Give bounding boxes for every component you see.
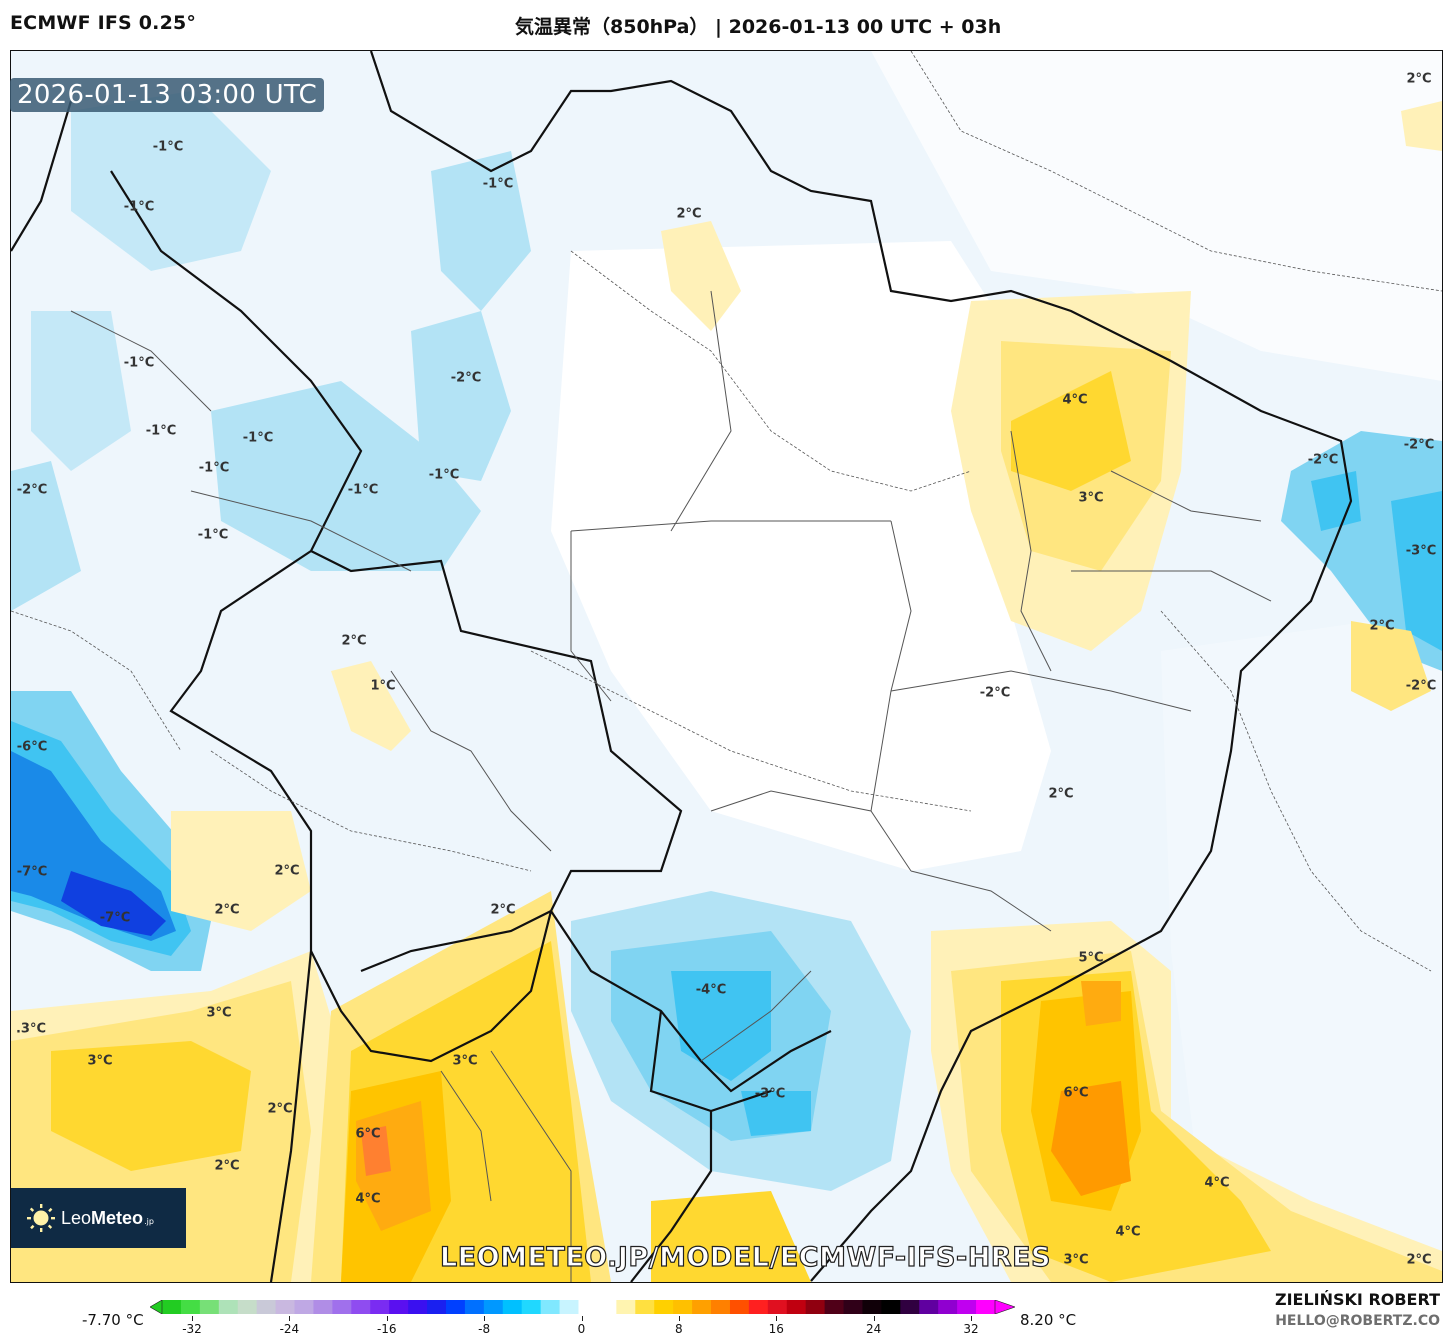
contour-label: 2°C: [267, 1101, 293, 1117]
colorbar-max-value: 8.20 °C: [1020, 1311, 1077, 1329]
colorbar-tick: [971, 1316, 972, 1321]
contour-label: -1°C: [145, 423, 177, 439]
contour-label: 1°C: [370, 678, 396, 694]
contour-label: 3°C: [206, 1005, 232, 1021]
contour-label: 2°C: [214, 1158, 240, 1174]
chart-title: 気温異常（850hPa） | 2026-01-13 00 UTC + 03h: [515, 16, 1002, 38]
anomaly-map[interactable]: 2°C -1°C -1°C -1°C 2°C -1°C -2°C 4°C -1°C -1°C -1°…: [10, 50, 1443, 1283]
contour-label: -1°C: [242, 430, 274, 446]
contour-label: 2°C: [1048, 786, 1074, 802]
contour-label: -3°C: [754, 1086, 786, 1102]
contour-label: -1°C: [123, 355, 155, 371]
colorbar-tick-label: 32: [963, 1322, 979, 1336]
contour-label: 4°C: [355, 1191, 381, 1207]
leometeo-logo[interactable]: LeoMeteo .jp: [11, 1188, 186, 1248]
contour-label: -1°C: [428, 467, 460, 483]
logo-text: LeoMeteo: [61, 1208, 143, 1229]
contour-label: 3°C: [87, 1053, 113, 1069]
colorbar-tick: [289, 1316, 291, 1321]
colorbar-tick-label: 16: [768, 1322, 784, 1336]
model-title: ECMWF IFS 0.25°: [10, 12, 197, 34]
colorbar-tick-label: -24: [279, 1322, 300, 1336]
contour-label: -6°C: [16, 739, 48, 755]
contour-label: 3°C: [452, 1053, 478, 1069]
contour-label: 6°C: [1063, 1085, 1089, 1101]
contour-label: -2°C: [1403, 437, 1435, 453]
contour-label: 5°C: [1078, 950, 1104, 966]
contour-label: 2°C: [1406, 1252, 1432, 1268]
contour-label: 2°C: [341, 633, 367, 649]
contour-label: 3°C: [1078, 490, 1104, 506]
model-url-watermark[interactable]: LEOMETEO.JP/MODEL/ECMWF-IFS-HRES: [439, 1241, 1051, 1273]
colorbar-min-value: -7.70 °C: [82, 1311, 144, 1329]
contour-label: -2°C: [16, 482, 48, 498]
contour-label: 2°C: [274, 863, 300, 879]
colorbar-tick-label: -8: [478, 1322, 491, 1336]
contour-label: -1°C: [482, 176, 514, 192]
contour-label: -3°C: [1405, 543, 1437, 559]
colorbar-tick-label: 8: [675, 1322, 683, 1336]
contour-label: -2°C: [1307, 452, 1339, 468]
logo-tld: .jp: [144, 1216, 154, 1226]
contour-label: -1°C: [123, 199, 155, 215]
colorbar-tick: [192, 1316, 193, 1321]
colorbar-tick: [386, 1316, 388, 1321]
colorbar-tick: [484, 1316, 486, 1321]
contour-label: -1°C: [347, 482, 379, 498]
contour-label: 4°C: [1115, 1224, 1141, 1240]
colorbar-tick: [873, 1316, 875, 1321]
author-name: ZIELIŃSKI ROBERT: [1274, 1290, 1440, 1309]
contour-label: .3°C: [15, 1021, 47, 1037]
colorbar-tick: [678, 1316, 680, 1321]
contour-label: -2°C: [450, 370, 482, 386]
contour-label: -1°C: [198, 460, 230, 476]
contour-label: 4°C: [1204, 1175, 1230, 1191]
logo-text-light: Leo: [61, 1207, 92, 1228]
colorbar-tick-label: 24: [865, 1322, 882, 1336]
contour-label: 4°C: [1062, 392, 1088, 408]
colorbar: [150, 1300, 1015, 1314]
contour-label: 3°C: [1063, 1252, 1089, 1268]
contour-label: 2°C: [214, 902, 240, 918]
colorbar-tick: [581, 1316, 583, 1321]
contour-label: 2°C: [490, 902, 516, 918]
contour-label: -1°C: [197, 527, 229, 543]
map-canvas: [11, 51, 1442, 1282]
contour-label: -7°C: [99, 910, 131, 926]
contour-label: -2°C: [1405, 678, 1437, 694]
colorbar-tick-label: -32: [182, 1322, 202, 1336]
contour-label: 2°C: [1406, 71, 1432, 87]
logo-text-bold: Meteo: [91, 1207, 144, 1228]
sun-icon: [27, 1204, 55, 1232]
colorbar-tick-label: 0: [577, 1322, 586, 1336]
contour-label: -7°C: [16, 864, 48, 880]
contour-label: -1°C: [152, 139, 184, 155]
contour-label: 2°C: [1369, 618, 1395, 634]
author-email[interactable]: HELLO@ROBERTZ.CO: [1275, 1313, 1440, 1329]
colorbar-tick-label: -16: [376, 1322, 397, 1336]
colorbar-tick: [776, 1316, 778, 1321]
contour-label: 6°C: [355, 1126, 381, 1142]
valid-time-badge: 2026-01-13 03:00 UTC: [10, 78, 325, 112]
contour-label: -4°C: [695, 982, 727, 998]
contour-label: 2°C: [676, 206, 702, 222]
contour-label: -2°C: [979, 685, 1011, 701]
